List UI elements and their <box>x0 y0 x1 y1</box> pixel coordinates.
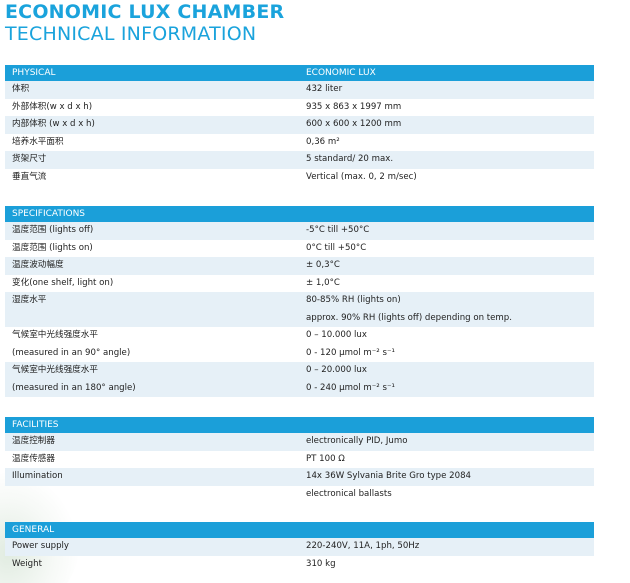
section-title: GENERAL <box>12 525 55 535</box>
page-title: ECONOMIC LUX CHAMBER <box>5 1 285 23</box>
row-value: 0,36 m² <box>306 136 340 147</box>
table-row: approx. 90% RH (lights off) depending on… <box>5 309 594 328</box>
row-value: 0 - 240 µmol m⁻² s⁻¹ <box>306 382 395 393</box>
row-value: -5°C till +50°C <box>306 225 370 235</box>
table-row: 温度控制器 electronically PID, Jumo <box>5 433 594 451</box>
row-value: 220-240V, 11A, 1ph, 50Hz <box>306 541 420 551</box>
table-row: Power supply 220-240V, 11A, 1ph, 50Hz <box>5 538 594 556</box>
section-specifications: SPECIFICATIONS 温度范围 (lights off) -5°C ti… <box>5 206 594 397</box>
row-value: 600 x 600 x 1200 mm <box>306 119 402 129</box>
row-value: 5 standard/ 20 max. <box>306 154 394 164</box>
section-title: PHYSICAL <box>12 68 56 78</box>
table-row: electronical ballasts <box>5 486 594 504</box>
row-label <box>5 310 302 328</box>
table-row: 外部体积(w x d x h) 935 x 863 x 1997 mm <box>5 99 594 117</box>
section-physical: PHYSICAL ECONOMIC LUX 体积 432 liter 外部体积(… <box>5 65 594 186</box>
row-value: electronical ballasts <box>306 488 392 499</box>
table-row: Weight 310 kg <box>5 556 594 574</box>
row-value: 0 - 120 µmol m⁻² s⁻¹ <box>306 347 395 358</box>
row-value: approx. 90% RH (lights off) depending on… <box>306 312 512 323</box>
row-label: Power supply <box>12 541 70 551</box>
section-title: FACILITIES <box>12 420 59 430</box>
section-facilities: FACILITIES 温度控制器 electronically PID, Jum… <box>5 417 594 503</box>
row-value: 80-85% RH (lights on) <box>306 295 401 305</box>
table-row: 温度传感器 PT 100 Ω <box>5 451 594 469</box>
table-row: 垂直气流 Vertical (max. 0, 2 m/sec) <box>5 169 594 187</box>
row-label: (measured in an 90° angle) <box>12 347 131 358</box>
row-value: PT 100 Ω <box>306 453 345 464</box>
column-title: ECONOMIC LUX <box>306 68 376 78</box>
row-label: 货架尺寸 <box>12 154 47 164</box>
row-label: 温度传感器 <box>12 453 55 464</box>
row-value: 935 x 863 x 1997 mm <box>306 101 402 112</box>
row-value: electronically PID, Jumo <box>306 436 408 446</box>
section-header-specifications: SPECIFICATIONS <box>5 206 594 222</box>
row-label: 温度波动幅度 <box>12 260 64 270</box>
row-label: 气候室中光线强度水平 <box>12 330 98 340</box>
section-header-physical: PHYSICAL ECONOMIC LUX <box>5 65 594 81</box>
row-value: ± 1,0°C <box>306 277 340 288</box>
table-row: 培养水平面积 0,36 m² <box>5 134 594 152</box>
row-value: 432 liter <box>306 84 343 94</box>
row-label: 垂直气流 <box>12 171 47 182</box>
table-row: 变化(one shelf, light on) ± 1,0°C <box>5 275 594 293</box>
table-row: 温度波动幅度 ± 0,3°C <box>5 257 594 275</box>
section-header-general: GENERAL <box>5 522 594 538</box>
table-row: 内部体积 (w x d x h) 600 x 600 x 1200 mm <box>5 116 594 134</box>
table-row: (measured in an 180° angle) 0 - 240 µmol… <box>5 379 594 397</box>
row-label: 湿度水平 <box>12 295 47 305</box>
row-value: 0°C till +50°C <box>306 242 367 253</box>
row-label: 体积 <box>12 84 30 94</box>
row-label: 温度范围 (lights on) <box>12 242 93 253</box>
page-subtitle: TECHNICAL INFORMATION <box>5 23 257 45</box>
row-label: 外部体积(w x d x h) <box>12 101 93 112</box>
row-value: 0 – 10.000 lux <box>306 330 367 340</box>
row-value: 0 – 20.000 lux <box>306 365 367 375</box>
table-row: 气候室中光线强度水平 0 – 20.000 lux <box>5 362 594 380</box>
row-label: 温度控制器 <box>12 436 55 446</box>
row-label: Weight <box>12 558 42 569</box>
row-label: 温度范围 (lights off) <box>12 225 94 235</box>
table-row: Illumination 14x 36W Sylvania Brite Gro … <box>5 468 594 486</box>
row-label: 气候室中光线强度水平 <box>12 365 98 375</box>
table-row: 温度范围 (lights on) 0°C till +50°C <box>5 240 594 258</box>
row-value: Vertical (max. 0, 2 m/sec) <box>306 171 417 182</box>
row-label: (measured in an 180° angle) <box>12 382 136 393</box>
table-row: 气候室中光线强度水平 0 – 10.000 lux <box>5 327 594 345</box>
table-row: 货架尺寸 5 standard/ 20 max. <box>5 151 594 169</box>
section-general: GENERAL Power supply 220-240V, 11A, 1ph,… <box>5 522 594 573</box>
row-label <box>5 486 302 504</box>
row-label: 培养水平面积 <box>12 136 64 147</box>
table-row: 温度范围 (lights off) -5°C till +50°C <box>5 222 594 240</box>
section-title: SPECIFICATIONS <box>12 209 86 219</box>
row-label: 内部体积 (w x d x h) <box>12 119 95 129</box>
section-header-facilities: FACILITIES <box>5 417 594 433</box>
table-row: (measured in an 90° angle) 0 - 120 µmol … <box>5 345 594 363</box>
table-row: 体积 432 liter <box>5 81 594 99</box>
row-label: Illumination <box>12 471 63 481</box>
row-value: 14x 36W Sylvania Brite Gro type 2084 <box>306 471 472 481</box>
row-value: 310 kg <box>306 558 336 569</box>
row-value: ± 0,3°C <box>306 260 340 270</box>
row-label: 变化(one shelf, light on) <box>12 277 114 288</box>
table-row: 湿度水平 80-85% RH (lights on) <box>5 292 594 310</box>
